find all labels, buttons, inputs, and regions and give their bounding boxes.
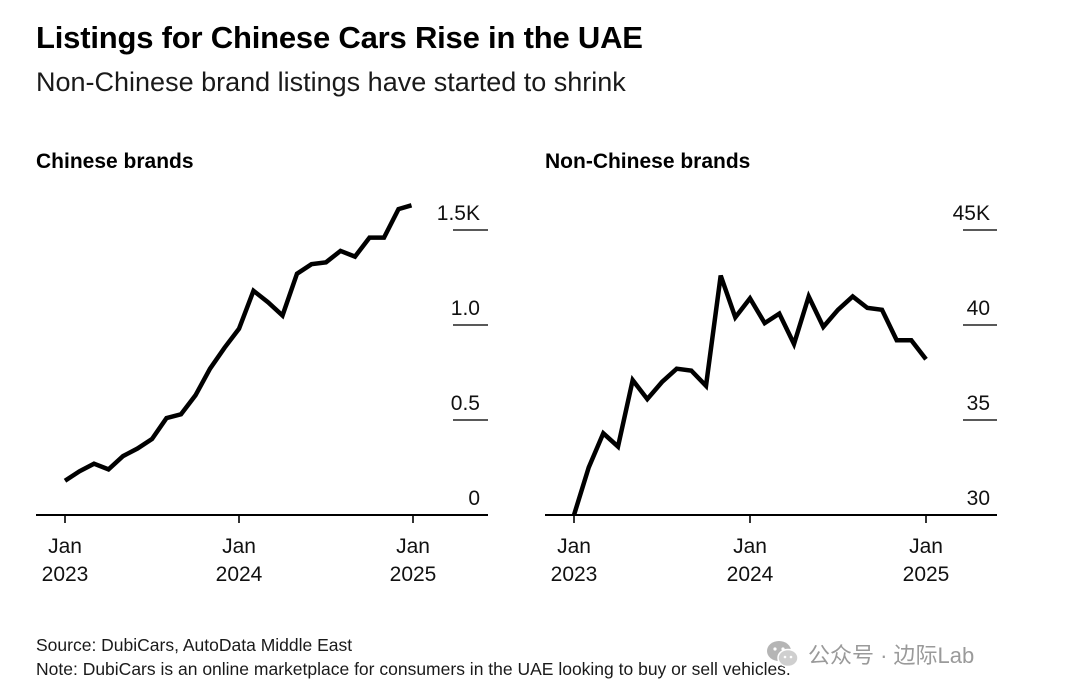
watermark-text: 公众号 · 边际Lab (808, 643, 975, 668)
wechat-logo-icon (767, 641, 799, 668)
series-line-non-chinese-brands (571, 274, 928, 516)
x-tick-label: 2023 (42, 563, 89, 586)
non-chinese-brands-chart: 30 35 40 45K Jan 2023 Jan 2024 Jan 2025 (545, 202, 997, 586)
watermark: 公众号 · 边际Lab (766, 638, 974, 670)
footer-note: Note: DubiCars is an online marketplace … (36, 659, 791, 679)
x-tick-label: 2024 (727, 563, 774, 586)
y-tick-label: 1.0 (451, 297, 480, 320)
y-tick-label: 1.5K (437, 202, 480, 225)
y-tick-label: 40 (967, 297, 990, 320)
x-tick-label: Jan (733, 535, 767, 558)
chinese-brands-chart: 0 0.5 1.0 1.5K Jan 2023 Jan 2024 Jan 2025 (36, 202, 488, 586)
y-tick-label: 30 (967, 487, 990, 510)
y-tick-label: 0.5 (451, 392, 480, 415)
chart-subtitle: Non-Chinese brand listings have started … (36, 67, 626, 97)
y-tick-label: 0 (468, 487, 480, 510)
x-tick-label: Jan (48, 535, 82, 558)
y-tick-label: 45K (953, 202, 990, 225)
series-line-chinese-brands (63, 203, 413, 483)
left-panel-title: Chinese brands (36, 150, 194, 173)
x-tick-label: 2023 (551, 563, 598, 586)
chart-title: Listings for Chinese Cars Rise in the UA… (36, 20, 643, 55)
x-tick-label: Jan (396, 535, 430, 558)
x-tick-label: 2024 (216, 563, 263, 586)
x-tick-label: Jan (557, 535, 591, 558)
source-note: Source: DubiCars, AutoData Middle East (36, 635, 353, 655)
right-panel-title: Non-Chinese brands (545, 150, 751, 173)
y-tick-label: 35 (967, 392, 990, 415)
x-tick-label: Jan (909, 535, 943, 558)
x-tick-label: 2025 (390, 563, 437, 586)
x-tick-label: 2025 (903, 563, 950, 586)
x-tick-label: Jan (222, 535, 256, 558)
